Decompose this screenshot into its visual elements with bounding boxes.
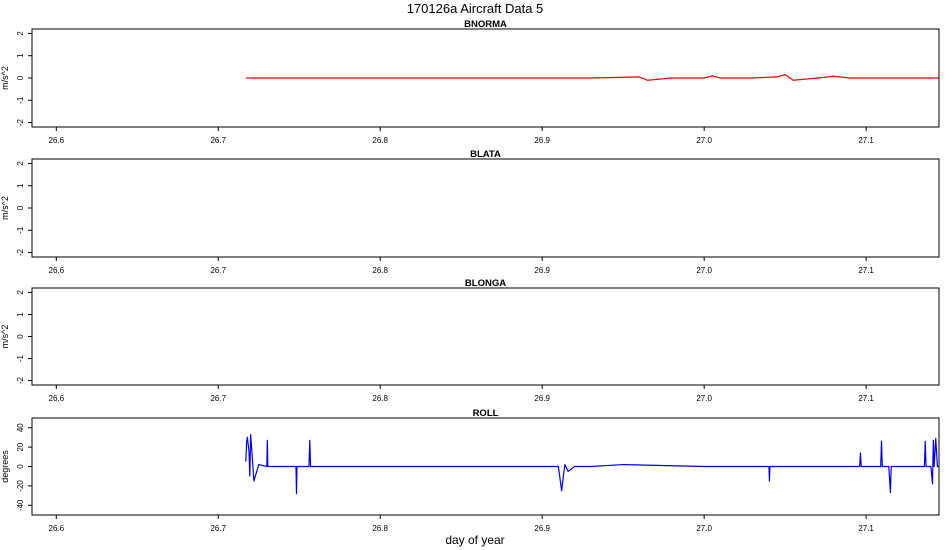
y-tick-label: 1 — [16, 53, 25, 58]
data-line — [245, 433, 939, 495]
y-tick-label: -20 — [16, 480, 25, 492]
panel-blonga: BLONGA 26.6 26.7 26.8 26.9 27.0 27.1 -2 -1 0 1 2 m/s… — [0, 278, 940, 403]
y-tick-label: -1 — [16, 96, 25, 104]
y-tick-label: 1 — [16, 312, 25, 317]
y-tick-label: 0 — [16, 334, 25, 339]
x-tick-label: 27.0 — [696, 394, 712, 403]
x-tick-label: 26.7 — [210, 524, 226, 533]
x-tick-label: 26.7 — [210, 136, 226, 145]
x-tick-label: 26.9 — [534, 266, 550, 275]
panel-blata: BLATA 26.6 26.7 26.8 26.9 27.0 27.1 -2 -1 0 1 2 m/s^… — [0, 149, 940, 275]
x-tick-label: 27.0 — [696, 136, 712, 145]
y-tick-label: -2 — [16, 248, 25, 256]
x-tick-label: 27.0 — [696, 266, 712, 275]
panel-title: BLONGA — [465, 278, 506, 289]
x-tick-label: 27.0 — [696, 524, 712, 533]
y-tick-label: 1 — [16, 183, 25, 188]
x-tick-label: 27.1 — [858, 136, 874, 145]
y-tick-label: 0 — [16, 205, 25, 210]
x-tick-label: 26.7 — [210, 266, 226, 275]
x-tick-label: 26.8 — [372, 524, 388, 533]
data-line — [245, 74, 939, 81]
y-tick-label: -2 — [16, 376, 25, 384]
panel-title: ROLL — [473, 408, 499, 419]
y-axis-label: m/s^2 — [0, 66, 10, 90]
x-tick-label: 26.9 — [534, 524, 550, 533]
panels: BNORMA 26.6 26.7 26.8 26.9 27.0 27.1 -2 -1 0 1 2 m/s… — [0, 19, 940, 533]
y-axis-label: m/s^2 — [0, 325, 10, 349]
x-tick-label: 26.8 — [372, 266, 388, 275]
y-tick-label: -40 — [16, 499, 25, 511]
x-tick-label: 27.1 — [858, 394, 874, 403]
panel-title: BNORMA — [464, 19, 507, 30]
x-tick-label: 26.6 — [49, 266, 65, 275]
x-tick-label: 26.9 — [534, 394, 550, 403]
x-tick-label: 26.8 — [372, 394, 388, 403]
y-tick-label: 2 — [16, 31, 25, 36]
panel-title: BLATA — [470, 149, 501, 160]
y-tick-label: 2 — [16, 290, 25, 295]
y-axis-label: degrees — [0, 450, 10, 483]
x-tick-label: 26.9 — [534, 136, 550, 145]
x-tick-label: 27.1 — [858, 524, 874, 533]
panel-roll: ROLL 26.6 26.7 26.8 26.9 27.0 27.1 -40 -20 0 20 40 d… — [0, 408, 940, 533]
x-tick-label: 26.6 — [49, 394, 65, 403]
y-tick-label: -1 — [16, 354, 25, 362]
x-tick-label: 26.8 — [372, 136, 388, 145]
y-tick-label: 0 — [16, 464, 25, 469]
y-tick-label: 40 — [16, 423, 25, 432]
y-axis-label: m/s^2 — [0, 196, 10, 220]
figure-title: 170126a Aircraft Data 5 — [407, 1, 544, 16]
panel-bnorma: BNORMA 26.6 26.7 26.8 26.9 27.0 27.1 -2 -1 0 1 2 m/s… — [0, 19, 940, 145]
y-tick-label: 20 — [16, 442, 25, 451]
y-tick-label: 2 — [16, 161, 25, 166]
y-tick-label: -1 — [16, 226, 25, 234]
y-tick-label: -2 — [16, 118, 25, 126]
x-tick-label: 27.1 — [858, 266, 874, 275]
y-tick-label: 0 — [16, 75, 25, 80]
x-tick-label: 26.6 — [49, 136, 65, 145]
x-axis-label: day of year — [445, 533, 504, 547]
x-tick-label: 26.6 — [49, 524, 65, 533]
x-tick-label: 26.7 — [210, 394, 226, 403]
